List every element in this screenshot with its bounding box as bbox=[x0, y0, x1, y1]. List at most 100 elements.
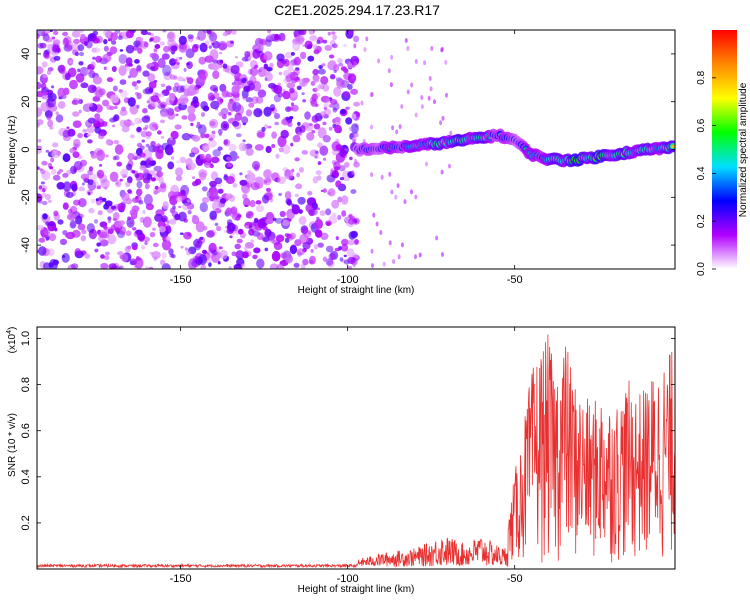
spectrogram-noise-blob bbox=[145, 266, 149, 269]
spectrogram-noise-blob bbox=[135, 36, 143, 43]
spectrogram-noise-blob bbox=[141, 115, 151, 123]
spectrogram-noise-blob bbox=[254, 176, 264, 184]
spectrogram-noise-blob bbox=[299, 37, 305, 42]
spectrogram-noise-blob bbox=[348, 126, 352, 131]
spectrogram-noise-blob bbox=[277, 135, 287, 148]
spectrogram-noise-blob bbox=[181, 200, 187, 204]
spectrogram-noise-blob bbox=[78, 30, 84, 33]
spectrogram-noise-blob bbox=[226, 156, 231, 161]
spectrogram-noise-blob bbox=[262, 236, 270, 243]
spectrogram-noise-blob bbox=[70, 165, 77, 175]
spectrogram-noise-blob bbox=[244, 51, 251, 58]
spectrogram-noise-blob bbox=[149, 122, 159, 131]
spectrogram-y-label: Frequency (Hz) bbox=[7, 116, 18, 185]
spectrogram-noise-blob bbox=[40, 169, 46, 175]
spectrogram-noise-blob bbox=[291, 104, 299, 112]
spectrogram-noise-blob bbox=[46, 70, 52, 75]
spectrogram-noise-blob bbox=[210, 100, 220, 110]
spectrogram-noise-blob bbox=[191, 135, 201, 142]
spectrogram-noise-blob bbox=[294, 239, 302, 247]
spectrogram-noise-blob bbox=[346, 248, 355, 257]
spectrogram-noise-blob bbox=[247, 80, 254, 86]
spectrogram-noise-blob bbox=[174, 213, 181, 221]
spectrogram-noise-blob bbox=[96, 242, 102, 247]
spectrogram-noise-blob bbox=[150, 95, 160, 102]
spectrogram-noise-blob bbox=[62, 153, 71, 163]
spectrogram-noise-blob bbox=[272, 217, 277, 222]
spectrogram-noise-blob bbox=[245, 97, 253, 103]
spectrogram-noise-blob bbox=[257, 66, 267, 78]
spectrogram-noise-blob bbox=[105, 154, 109, 158]
spectrogram-noise-blob bbox=[78, 109, 82, 114]
spectrogram-noise-blob bbox=[252, 254, 258, 260]
spectrogram-noise-blob bbox=[276, 53, 285, 62]
spectrogram-noise-blob bbox=[140, 130, 148, 138]
spectrogram-noise-blob bbox=[78, 198, 87, 208]
spectrogram-noise-blob bbox=[119, 226, 126, 235]
spectrogram-noise-blob bbox=[72, 151, 80, 159]
spectrogram-noise-blob bbox=[39, 42, 47, 49]
spectrogram-noise-blob bbox=[365, 36, 369, 42]
spectrogram-noise-blob bbox=[119, 266, 123, 269]
spectrogram-x-ticks: -150 -100 -50 bbox=[170, 30, 523, 286]
snr-series-line bbox=[37, 334, 675, 569]
snr-y-tick-label: 1.0 bbox=[20, 331, 32, 346]
spectrogram-noise-blob bbox=[167, 32, 175, 40]
spectrogram-noise-blob bbox=[71, 229, 81, 238]
spectrogram-noise-blob bbox=[253, 108, 263, 118]
spectrogram-noise-blob bbox=[106, 104, 112, 110]
spectrogram-noise-blob bbox=[114, 227, 120, 233]
spectrogram-noise-blob bbox=[319, 145, 329, 156]
spectrogram-noise-blob bbox=[136, 104, 140, 109]
spectrogram-noise-blob bbox=[290, 244, 297, 253]
spectrogram-y-ticks: -40 -20 0 20 40 bbox=[20, 48, 675, 253]
spectrogram-noise-blob bbox=[100, 254, 105, 259]
spectrogram-noise-blob bbox=[336, 78, 346, 89]
spectrogram-noise-blob bbox=[161, 142, 170, 150]
spectrogram-noise-blob bbox=[142, 209, 146, 215]
spectrogram-noise-blob bbox=[225, 207, 232, 216]
spectrogram-noise-blob bbox=[138, 200, 144, 205]
spectrogram-noise-blob bbox=[333, 161, 341, 171]
spectrogram-noise-blob bbox=[80, 173, 90, 180]
spectrogram-noise-blob bbox=[248, 102, 255, 108]
spectrogram-noise-blob bbox=[40, 82, 47, 90]
spectrogram-noise-blob bbox=[287, 63, 294, 72]
spectrogram-noise-blob bbox=[448, 163, 451, 169]
spectrogram-noise-blob bbox=[308, 123, 313, 126]
spectrogram-noise-blob bbox=[330, 74, 336, 80]
spectrogram-noise-blob bbox=[278, 32, 286, 42]
spectrogram-noise-blob bbox=[246, 172, 256, 184]
spectrogram-noise-blob bbox=[78, 99, 83, 104]
spectrogram-noise-blob bbox=[322, 256, 327, 262]
spectrogram-noise-blob bbox=[71, 183, 78, 192]
spectrogram-noise-blob bbox=[285, 51, 293, 59]
spectrogram-noise-blob bbox=[324, 45, 333, 51]
spectrogram-noise-blob bbox=[198, 56, 207, 65]
spectrogram-noise-blob bbox=[331, 199, 340, 209]
spectrogram-noise-blob bbox=[239, 172, 243, 176]
spectrogram-noise-blob bbox=[187, 105, 196, 115]
spectrogram-noise-blob bbox=[208, 31, 217, 43]
spectrogram-noise-blob bbox=[261, 126, 266, 132]
spectrogram-noise-blob bbox=[201, 112, 205, 117]
spectrogram-noise-blob bbox=[113, 139, 120, 145]
spectrogram-noise-blob bbox=[120, 168, 129, 177]
spectrogram-noise-blob bbox=[52, 174, 61, 181]
spectrogram-noise-blob bbox=[145, 203, 154, 211]
spectrogram-noise-blob bbox=[192, 96, 199, 104]
spectrogram-noise-blob bbox=[37, 145, 42, 150]
spectrogram-noise-blob bbox=[81, 229, 87, 235]
chart-title: C2E1.2025.294.17.23.R17 bbox=[274, 2, 440, 18]
spectrogram-noise-blob bbox=[339, 149, 347, 158]
spectrogram-noise-blob bbox=[109, 46, 118, 55]
spectrogram-noise-blob bbox=[269, 263, 279, 269]
spectrogram-noise-blob bbox=[244, 245, 248, 251]
spectrogram-noise-blob bbox=[149, 52, 158, 59]
spectrogram-noise-blob bbox=[95, 35, 103, 44]
spectrogram-noise-blob bbox=[136, 126, 142, 133]
spectrogram-noise-blob bbox=[294, 193, 299, 197]
spectrogram-noise-blob bbox=[315, 170, 322, 176]
spectrogram-noise-blob bbox=[197, 30, 207, 41]
spectrogram-noise-blob bbox=[353, 61, 357, 67]
